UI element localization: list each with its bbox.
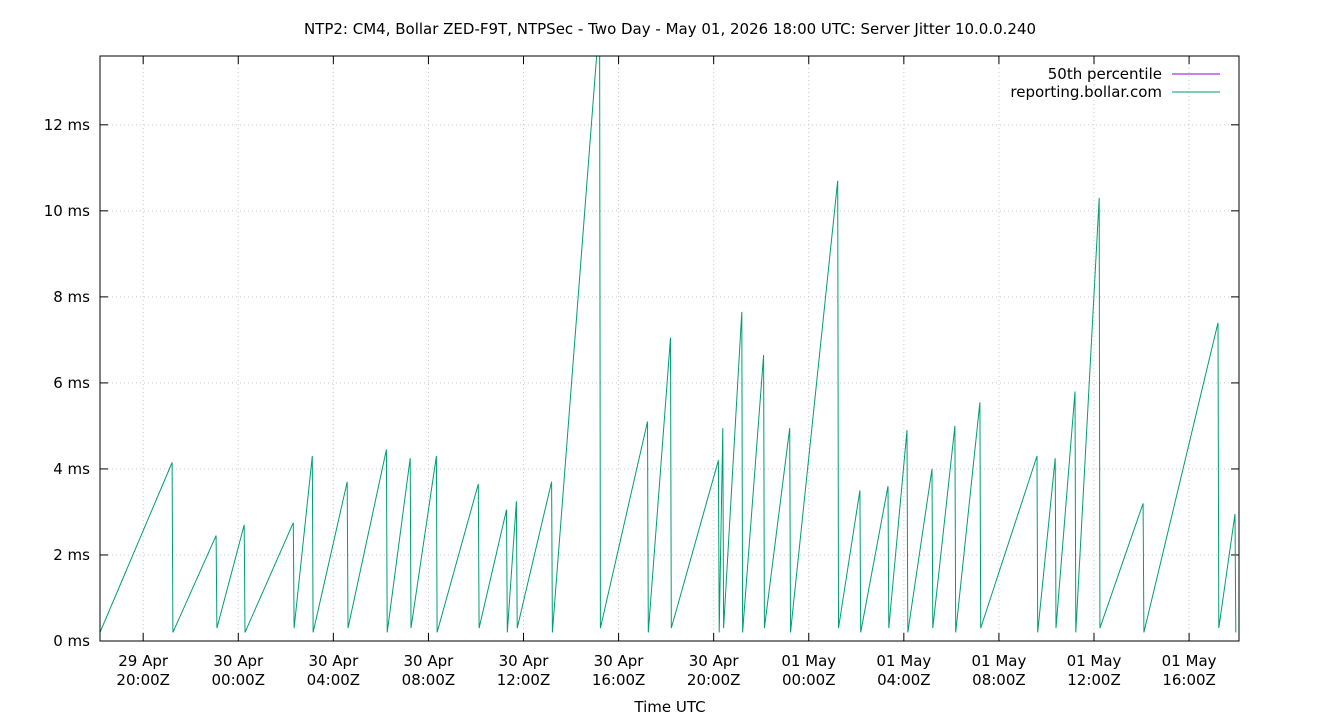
legend-label: 50th percentile	[1048, 65, 1162, 83]
plot-area	[100, 56, 1237, 633]
x-tick-label: 30 Apr 08:00Z	[402, 652, 456, 689]
x-tick-label: 01 May 00:00Z	[781, 652, 836, 689]
plot-border	[99, 55, 1240, 642]
x-tick-label: 29 Apr 20:00Z	[116, 652, 170, 689]
data-line	[100, 56, 1237, 633]
x-tick-label: 30 Apr 20:00Z	[687, 652, 741, 689]
legend-label: reporting.bollar.com	[1010, 83, 1162, 101]
y-tick-label: 4 ms	[53, 460, 90, 478]
x-tick-label: 01 May 04:00Z	[876, 652, 931, 689]
x-tick-label: 30 Apr 00:00Z	[212, 652, 266, 689]
y-tick-label: 12 ms	[44, 116, 90, 134]
y-tick-label: 0 ms	[53, 632, 90, 650]
y-tick-label: 10 ms	[44, 202, 90, 220]
x-tick-label: 01 May 08:00Z	[971, 652, 1026, 689]
x-tick-label: 30 Apr 04:00Z	[307, 652, 361, 689]
x-axis-label: Time UTC	[633, 698, 705, 716]
x-tick-label: 01 May 12:00Z	[1067, 652, 1122, 689]
y-tick-label: 6 ms	[53, 374, 90, 392]
x-tick-label: 30 Apr 12:00Z	[497, 652, 551, 689]
x-tick-label: 30 Apr 16:00Z	[592, 652, 646, 689]
x-tick-label: 01 May 16:00Z	[1162, 652, 1217, 689]
y-tick-label: 2 ms	[53, 546, 90, 564]
y-tick-label: 8 ms	[53, 288, 90, 306]
chart-title: NTP2: CM4, Bollar ZED-F9T, NTPSec - Two …	[304, 20, 1036, 38]
